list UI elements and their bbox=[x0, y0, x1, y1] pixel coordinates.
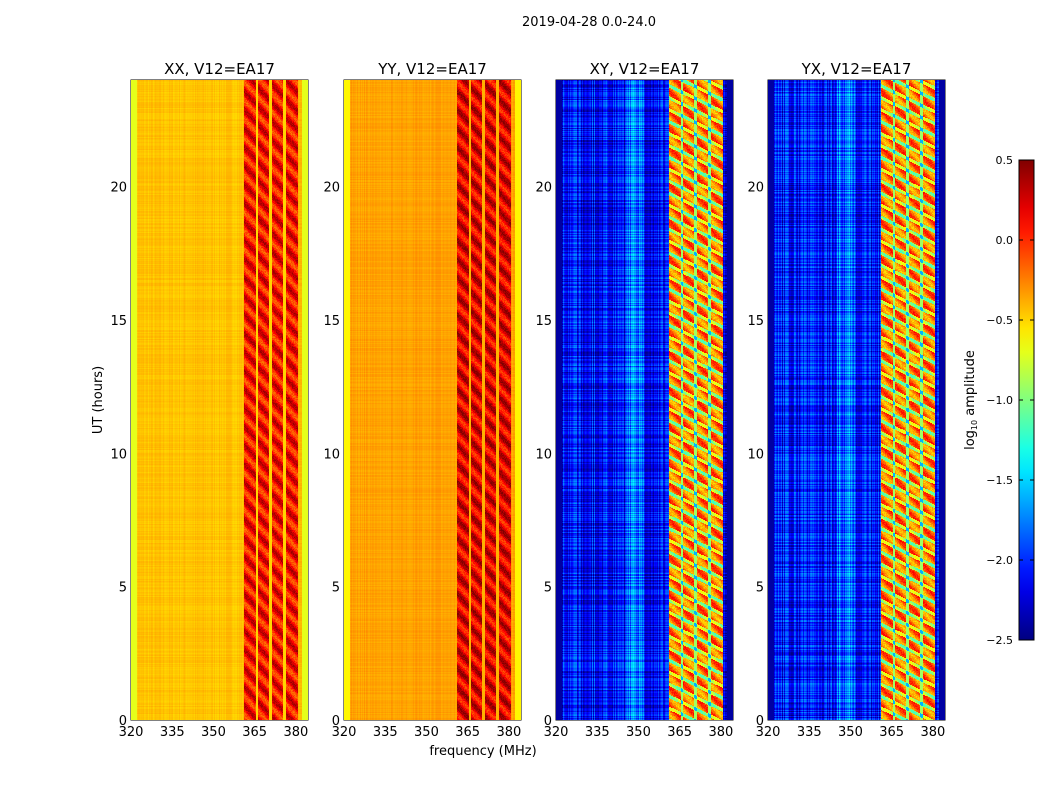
heatmap-3 bbox=[768, 80, 945, 720]
x-tick-label: 335 bbox=[373, 725, 398, 740]
heatmap-2 bbox=[556, 80, 733, 720]
y-tick-label: 0 bbox=[756, 714, 764, 729]
x-tick-label: 335 bbox=[797, 725, 822, 740]
panel-title: YX, V12=EA17 bbox=[801, 60, 912, 78]
colorbar-label: log10 amplitude bbox=[963, 350, 979, 450]
suptitle: 2019-04-28 0.0-24.0 bbox=[522, 15, 656, 30]
y-tick-label: 5 bbox=[119, 581, 127, 596]
colorbar-tick-label: −0.5 bbox=[986, 314, 1013, 327]
y-tick-label: 15 bbox=[110, 314, 127, 329]
x-tick-label: 380 bbox=[920, 725, 945, 740]
x-tick-label: 320 bbox=[119, 725, 144, 740]
y-tick-label: 10 bbox=[535, 447, 552, 462]
y-tick-label: 0 bbox=[332, 714, 340, 729]
y-tick-label: 20 bbox=[535, 181, 552, 196]
y-tick-label: 0 bbox=[119, 714, 127, 729]
y-tick-label: 5 bbox=[332, 581, 340, 596]
y-tick-label: 10 bbox=[323, 447, 340, 462]
x-tick-label: 365 bbox=[879, 725, 904, 740]
panel-title: XX, V12=EA17 bbox=[164, 60, 275, 78]
x-tick-label: 380 bbox=[496, 725, 521, 740]
colorbar-tick-label: −1.0 bbox=[986, 394, 1013, 407]
x-tick-label: 365 bbox=[455, 725, 480, 740]
x-axis-label: frequency (MHz) bbox=[429, 744, 536, 759]
x-tick-label: 335 bbox=[160, 725, 185, 740]
y-tick-label: 15 bbox=[535, 314, 552, 329]
y-tick-label: 10 bbox=[747, 447, 764, 462]
heatmap-1 bbox=[344, 80, 521, 720]
y-axis-label: UT (hours) bbox=[91, 366, 106, 434]
colorbar-tick-label: 0.0 bbox=[996, 234, 1014, 247]
x-tick-label: 320 bbox=[544, 725, 569, 740]
colorbar-tick-label: −2.0 bbox=[986, 554, 1013, 567]
y-tick-label: 20 bbox=[323, 181, 340, 196]
y-tick-label: 20 bbox=[747, 181, 764, 196]
panel-title: YY, V12=EA17 bbox=[377, 60, 487, 78]
y-tick-label: 0 bbox=[544, 714, 552, 729]
y-tick-label: 5 bbox=[544, 581, 552, 596]
x-tick-label: 335 bbox=[585, 725, 610, 740]
x-tick-label: 350 bbox=[626, 725, 651, 740]
colorbar: 0.5 0.0 −0.5 −1.0 −1.5 −2.0 −2.5 bbox=[986, 154, 1035, 647]
x-tick-label: 320 bbox=[332, 725, 357, 740]
colorbar-tick-label: 0.5 bbox=[996, 154, 1014, 167]
y-tick-label: 10 bbox=[110, 447, 127, 462]
x-tick-label: 320 bbox=[756, 725, 781, 740]
colorbar-tick-label: −2.5 bbox=[986, 634, 1013, 647]
y-tick-label: 5 bbox=[756, 581, 764, 596]
y-tick-label: 20 bbox=[110, 181, 127, 196]
panel-title: XY, V12=EA17 bbox=[590, 60, 700, 78]
x-tick-label: 365 bbox=[242, 725, 267, 740]
x-tick-label: 350 bbox=[838, 725, 863, 740]
x-tick-label: 380 bbox=[708, 725, 733, 740]
y-tick-label: 15 bbox=[747, 314, 764, 329]
colorbar-tick-label: −1.5 bbox=[986, 474, 1013, 487]
x-tick-label: 350 bbox=[414, 725, 439, 740]
x-tick-label: 350 bbox=[201, 725, 226, 740]
x-tick-label: 365 bbox=[667, 725, 692, 740]
heatmap-0 bbox=[131, 80, 308, 720]
x-tick-label: 380 bbox=[283, 725, 308, 740]
y-tick-label: 15 bbox=[323, 314, 340, 329]
